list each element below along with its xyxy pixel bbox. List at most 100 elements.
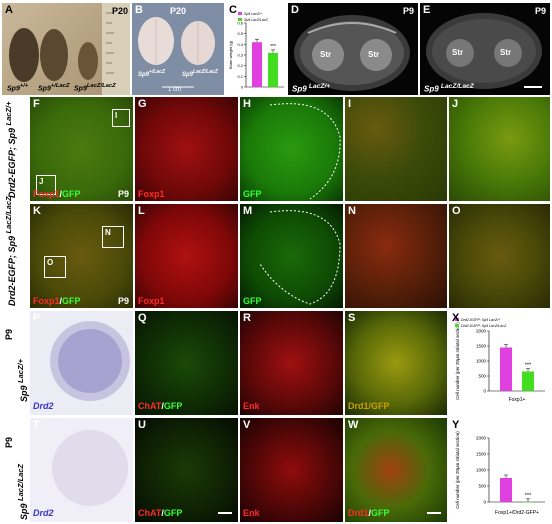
bar-chart: 0 500 1000 1500 2000 Cell number (per 20μm st…	[455, 431, 545, 516]
legend-label: Sp9 LacZ/+	[244, 12, 262, 16]
genotype-label-het: Sp9+/LacZ	[138, 69, 165, 78]
panel-label: A	[5, 4, 13, 16]
row-label-age-row4: P9	[4, 328, 14, 340]
panel-label: S	[348, 312, 356, 324]
fov-box-o: O	[44, 256, 66, 278]
panel-label: P	[33, 312, 41, 324]
panel-x-foxp1-count-chart: X 0 500 1000 1500 2000 Cell number (per 20μm …	[449, 311, 550, 415]
panel-label: M	[243, 205, 253, 217]
panel-label: Q	[138, 312, 147, 324]
y-tick-label: 0.3	[237, 53, 243, 58]
y-tick-label: 1500	[476, 452, 487, 457]
ish-illustration	[50, 321, 130, 401]
y-tick-label: 0.2	[237, 63, 243, 68]
y-tick-label: 0	[241, 85, 244, 90]
stain-label: ChAT/GFP	[138, 401, 183, 411]
y-tick-label: 2000	[476, 329, 487, 334]
stain-label: GFP	[243, 296, 262, 306]
panel-label: F	[33, 98, 40, 110]
panel-m-gfp: M GFP	[240, 204, 343, 308]
panel-label: G	[138, 98, 147, 110]
genotype-label: Sp9 LacZ/+	[292, 83, 331, 94]
y-axis-label: Brain weight (g)	[228, 40, 233, 69]
stain-label: GFP	[243, 189, 262, 199]
panel-label: X	[452, 312, 460, 324]
legend-swatch	[455, 318, 459, 321]
panel-label: V	[243, 419, 251, 431]
genotype-label-ko: Sp9LacZ/LacZ	[182, 69, 218, 78]
stain-label: Enk	[243, 508, 260, 518]
bar	[268, 52, 278, 87]
row-label-sp9-het: Sp9 LacZ/+	[16, 359, 29, 402]
panel-y-double-positive-count-chart: Y 0 500 1000 1500 2000 Cell number (per 20μm …	[449, 418, 550, 522]
striatum-outline	[259, 210, 341, 305]
panel-c-brain-weight-chart: C 0 0.1 0.2 0.3 0.4 0.5 0.6 Brain weight (g) ***…	[226, 3, 286, 95]
row-label-sp9-ko: Sp9 LacZ/LacZ	[16, 463, 29, 520]
region-label-left: Str	[452, 48, 464, 57]
fov-box-n: N	[102, 226, 124, 248]
y-tick-label: 1000	[476, 359, 487, 364]
panel-g-foxp1: G Foxp1	[135, 97, 238, 201]
coronal-section-illustration	[426, 13, 542, 89]
stain-label: Foxp1/GFP	[33, 189, 81, 199]
stain-label: Foxp1	[138, 189, 165, 199]
bar-chart: 0 500 1000 1500 2000 Cell number (per 20μm st…	[455, 318, 545, 403]
panel-w-drd1-gfp: W Drd1/GFP	[345, 418, 447, 522]
y-tick-label: 0.1	[237, 74, 243, 79]
panel-j-zoom: J	[449, 97, 550, 201]
scale-bar	[427, 512, 441, 514]
age-label: P20	[170, 6, 187, 16]
panel-n-zoom: N	[345, 204, 447, 308]
brains-illustration	[138, 17, 215, 88]
striatum-outline	[269, 103, 341, 200]
panel-s-drd1-gfp: S Drd1/GFP	[345, 311, 447, 415]
genotype-label-ko: Sp9LacZ/LacZ	[74, 83, 116, 93]
y-tick-label: 0	[483, 389, 486, 394]
age-label: P20	[111, 6, 128, 16]
panel-label: U	[138, 419, 146, 431]
panel-p-drd2-ish: P Drd2	[30, 311, 133, 415]
panel-d-coronal-section: D P9 Str Str Sp9 LacZ/+	[288, 3, 418, 95]
panel-f-foxp1-gfp-merge: F I J Foxp1/GFP P9	[30, 97, 133, 201]
row-label-drd2-egfp-ko: Drd2-EGFP; Sp9 LacZ/LacZ	[4, 196, 17, 306]
panel-label: D	[291, 4, 299, 16]
panel-v-enk: V Enk	[240, 418, 343, 522]
panel-q-chat-gfp: Q ChAT/GFP	[135, 311, 238, 415]
genotype-label-wt: Sp9+/+	[7, 83, 29, 93]
scale-bar	[218, 512, 232, 514]
stain-label: Drd1/GFP	[348, 401, 390, 411]
panel-label: C	[229, 4, 237, 16]
panel-b-brains-photo: B P20 Sp9+/LacZ Sp9LacZ/LacZ 1 cm	[132, 3, 224, 95]
row-label-drd2-egfp-het: Drd2-EGFP; Sp9 LacZ/+	[4, 101, 17, 198]
bar	[522, 501, 534, 503]
y-tick-label: 2000	[476, 436, 487, 441]
panel-label: L	[138, 205, 145, 217]
legend-label: Drd2-EGFP; Sp9 LacZ/LacZ	[461, 324, 507, 328]
fov-box-j: J	[36, 175, 56, 195]
legend-label: Drd2-EGFP; Sp9 LacZ/+	[461, 318, 500, 322]
stain-label: Foxp1/GFP	[33, 296, 81, 306]
legend-swatch	[238, 12, 242, 15]
category-label: Foxp1+	[509, 397, 526, 403]
panel-label: R	[243, 312, 251, 324]
category-label: Foxp1+/Drd2-GFP+	[495, 510, 539, 516]
scale-bar-label: 1 cm	[168, 87, 182, 93]
panel-a-mice-photo: A P20 Sp9+/+ Sp9+/LacZ Sp9LacZ/LacZ	[2, 3, 130, 95]
bar	[252, 42, 262, 87]
stain-label: Enk	[243, 401, 260, 411]
age-label: P9	[117, 296, 129, 306]
y-tick-label: 1500	[476, 344, 487, 349]
bar	[500, 347, 512, 391]
stain-label: Drd2	[33, 401, 54, 411]
panel-label: I	[348, 98, 352, 110]
y-tick-label: 500	[478, 374, 486, 379]
y-tick-label: 1000	[476, 468, 487, 473]
stain-label: Foxp1	[138, 296, 165, 306]
stain-label: ChAT/GFP	[138, 508, 183, 518]
panel-o-zoom: O	[449, 204, 550, 308]
legend-swatch	[455, 324, 459, 327]
significance-marker: ***	[525, 493, 532, 499]
y-tick-label: 0.4	[237, 42, 243, 47]
stain-label: Drd1/GFP	[348, 508, 390, 518]
age-label: P9	[402, 6, 414, 16]
